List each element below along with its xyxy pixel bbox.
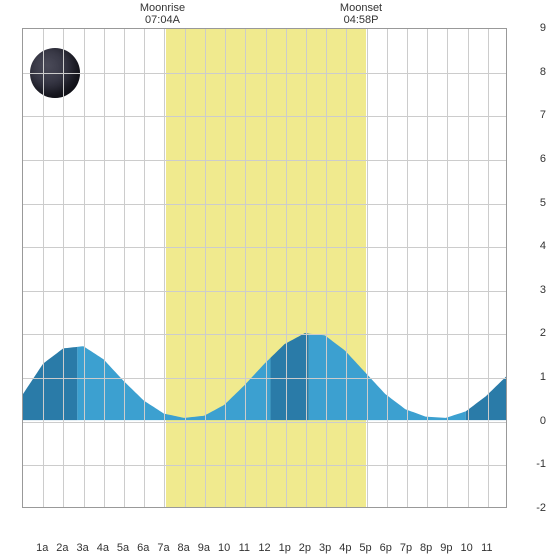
x-tick: 3a	[77, 542, 89, 554]
grid-line-v	[326, 29, 327, 507]
y-tick: 6	[540, 153, 546, 165]
moonset-label: Moonset 04:58P	[340, 2, 382, 26]
moonrise-time: 07:04A	[140, 14, 185, 26]
moonset-time: 04:58P	[340, 14, 382, 26]
grid-line-v	[306, 29, 307, 507]
grid-line-v	[84, 29, 85, 507]
grid-line-v	[164, 29, 165, 507]
x-tick: 9a	[198, 542, 210, 554]
grid-line-v	[245, 29, 246, 507]
y-tick: 8	[540, 66, 546, 78]
grid-line-v	[43, 29, 44, 507]
grid-line-h	[23, 378, 506, 379]
grid-line-h	[23, 422, 506, 423]
grid-line-v	[104, 29, 105, 507]
x-tick: 8p	[420, 542, 432, 554]
tide-chart: Moonrise 07:04A Moonset 04:58P -2 -1 0 1 2 3 4…	[0, 0, 550, 550]
x-tick: 10	[218, 542, 230, 554]
grid-line-v	[346, 29, 347, 507]
y-tick: 5	[540, 197, 546, 209]
x-tick: 6a	[137, 542, 149, 554]
grid-line-h	[23, 116, 506, 117]
grid-line-v	[407, 29, 408, 507]
tide-curve	[23, 29, 506, 507]
y-tick: 2	[540, 327, 546, 339]
y-tick: -1	[536, 458, 546, 470]
grid-line-h	[23, 73, 506, 74]
grid-line-v	[286, 29, 287, 507]
x-tick: 6p	[380, 542, 392, 554]
moonrise-label: Moonrise 07:04A	[140, 2, 185, 26]
moonset-title: Moonset	[340, 2, 382, 14]
y-tick: 3	[540, 284, 546, 296]
x-tick: 7p	[400, 542, 412, 554]
grid-line-v	[387, 29, 388, 507]
x-tick: 12	[258, 542, 270, 554]
x-tick: 5a	[117, 542, 129, 554]
x-tick: 7a	[157, 542, 169, 554]
grid-line-h	[23, 291, 506, 292]
grid-line-v	[63, 29, 64, 507]
grid-line-v	[488, 29, 489, 507]
grid-line-v	[225, 29, 226, 507]
grid-line-v	[185, 29, 186, 507]
moonrise-title: Moonrise	[140, 2, 185, 14]
x-tick: 1p	[279, 542, 291, 554]
y-tick: 9	[540, 22, 546, 34]
grid-line-h	[23, 160, 506, 161]
x-tick: 4p	[339, 542, 351, 554]
tide-segment	[271, 333, 309, 420]
y-tick: 7	[540, 109, 546, 121]
grid-line-v	[447, 29, 448, 507]
y-tick: 1	[540, 371, 546, 383]
x-tick: 2p	[299, 542, 311, 554]
y-tick: -2	[536, 502, 546, 514]
grid-line-v	[205, 29, 206, 507]
x-tick: 1a	[36, 542, 48, 554]
grid-line-v	[427, 29, 428, 507]
tide-segment	[23, 347, 77, 420]
y-tick: 0	[540, 415, 546, 427]
grid-line-h	[23, 465, 506, 466]
grid-line-h	[23, 334, 506, 335]
grid-line-v	[266, 29, 267, 507]
plot-area	[22, 28, 507, 508]
x-tick: 9p	[440, 542, 452, 554]
x-tick: 8a	[178, 542, 190, 554]
x-tick: 5p	[359, 542, 371, 554]
grid-line-v	[367, 29, 368, 507]
x-tick: 3p	[319, 542, 331, 554]
x-tick: 2a	[56, 542, 68, 554]
grid-line-v	[124, 29, 125, 507]
x-tick: 10	[460, 542, 472, 554]
x-tick: 11	[239, 542, 250, 554]
grid-line-v	[468, 29, 469, 507]
y-tick: 4	[540, 240, 546, 252]
tide-segment	[77, 346, 270, 420]
grid-line-h	[23, 204, 506, 205]
x-tick: 11	[481, 542, 492, 554]
tide-segment	[466, 377, 506, 420]
x-tick: 4a	[97, 542, 109, 554]
grid-line-v	[144, 29, 145, 507]
grid-line-h	[23, 247, 506, 248]
